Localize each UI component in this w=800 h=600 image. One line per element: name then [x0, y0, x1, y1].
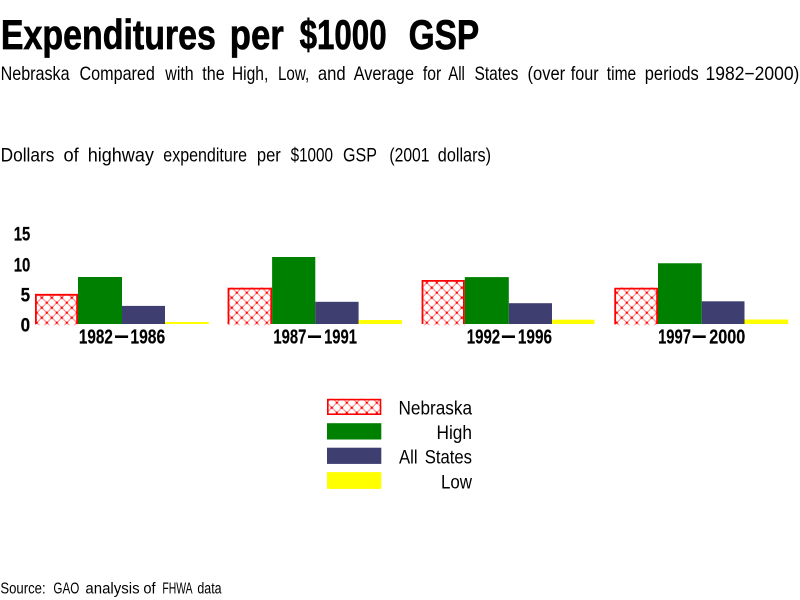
svg-text:1992: 1992	[467, 327, 501, 349]
svg-text:Compared: Compared	[80, 63, 155, 85]
svg-text:per: per	[230, 11, 284, 58]
svg-text:1982−2000): 1982−2000)	[706, 63, 800, 85]
svg-text:time: time	[607, 63, 636, 85]
svg-text:15: 15	[14, 225, 31, 246]
svg-text:1997: 1997	[658, 327, 691, 349]
svg-text:0: 0	[21, 316, 31, 337]
svg-text:expenditure: expenditure	[163, 146, 247, 167]
svg-text:Source:: Source:	[0, 581, 45, 598]
svg-text:5: 5	[21, 285, 31, 306]
svg-text:(2001: (2001	[389, 146, 429, 167]
svg-text:Nebraska: Nebraska	[399, 399, 473, 420]
svg-text:Expenditures: Expenditures	[1, 11, 216, 58]
svg-text:with: with	[164, 63, 193, 85]
svg-text:data: data	[197, 581, 222, 598]
svg-text:FHWA: FHWA	[162, 581, 193, 598]
svg-text:GAO: GAO	[53, 581, 79, 598]
svg-text:and: and	[318, 63, 346, 85]
svg-text:of: of	[143, 581, 156, 598]
svg-text:GSP: GSP	[343, 146, 377, 167]
svg-text:All: All	[448, 63, 465, 85]
svg-text:2000: 2000	[709, 327, 745, 349]
svg-text:1982: 1982	[79, 327, 113, 349]
svg-text:highway: highway	[88, 146, 155, 167]
svg-text:four: four	[571, 63, 599, 85]
svg-text:per: per	[257, 146, 281, 167]
svg-text:1991: 1991	[324, 327, 357, 349]
svg-text:Nebraska: Nebraska	[1, 63, 70, 85]
svg-text:1987: 1987	[273, 327, 306, 349]
svg-text:GSP: GSP	[409, 11, 480, 58]
svg-text:Low,: Low,	[278, 63, 309, 85]
svg-text:(over: (over	[528, 63, 566, 85]
svg-text:Dollars: Dollars	[1, 146, 55, 167]
svg-text:High: High	[437, 423, 473, 444]
svg-text:10: 10	[14, 255, 31, 276]
svg-text:1986: 1986	[130, 327, 165, 349]
svg-text:for: for	[423, 63, 442, 85]
svg-text:$1000: $1000	[291, 146, 333, 167]
svg-text:$1000: $1000	[300, 11, 387, 58]
svg-text:1996: 1996	[518, 327, 552, 349]
svg-text:Average: Average	[354, 63, 414, 85]
svg-text:States: States	[475, 63, 519, 85]
svg-text:analysis: analysis	[85, 581, 139, 598]
svg-text:of: of	[64, 146, 80, 167]
svg-text:the: the	[202, 63, 224, 85]
svg-text:High,: High,	[232, 63, 268, 85]
svg-text:Low: Low	[441, 473, 472, 494]
svg-text:All States: All States	[399, 448, 472, 469]
svg-text:dollars): dollars)	[438, 146, 491, 167]
svg-text:periods: periods	[645, 63, 699, 85]
